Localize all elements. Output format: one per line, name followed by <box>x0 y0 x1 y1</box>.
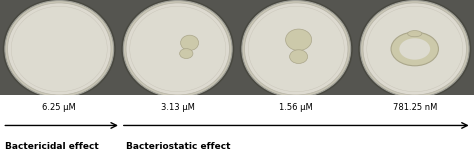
Ellipse shape <box>399 38 430 60</box>
Ellipse shape <box>360 1 469 97</box>
Text: Bacteriostatic effect: Bacteriostatic effect <box>126 142 230 151</box>
Ellipse shape <box>245 3 348 95</box>
Ellipse shape <box>408 31 422 37</box>
Ellipse shape <box>180 49 193 59</box>
Text: Bactericidal effect: Bactericidal effect <box>5 142 99 151</box>
Ellipse shape <box>358 0 471 99</box>
Ellipse shape <box>3 0 116 99</box>
Text: 781.25 nM: 781.25 nM <box>392 103 437 112</box>
Ellipse shape <box>240 0 353 99</box>
Ellipse shape <box>391 32 438 66</box>
Bar <box>0 95 474 153</box>
Ellipse shape <box>123 1 232 97</box>
Ellipse shape <box>363 3 466 95</box>
Ellipse shape <box>121 0 234 99</box>
Ellipse shape <box>181 35 199 50</box>
Ellipse shape <box>367 6 463 92</box>
Bar <box>0 0 474 95</box>
Text: 6.25 μM: 6.25 μM <box>42 103 76 112</box>
Ellipse shape <box>285 29 312 50</box>
Ellipse shape <box>11 6 107 92</box>
Ellipse shape <box>126 3 229 95</box>
Ellipse shape <box>290 50 308 63</box>
Ellipse shape <box>5 1 114 97</box>
Text: 1.56 μM: 1.56 μM <box>279 103 313 112</box>
Ellipse shape <box>130 6 226 92</box>
Ellipse shape <box>8 3 111 95</box>
Ellipse shape <box>248 6 344 92</box>
Text: 3.13 μM: 3.13 μM <box>161 103 195 112</box>
Ellipse shape <box>242 1 351 97</box>
